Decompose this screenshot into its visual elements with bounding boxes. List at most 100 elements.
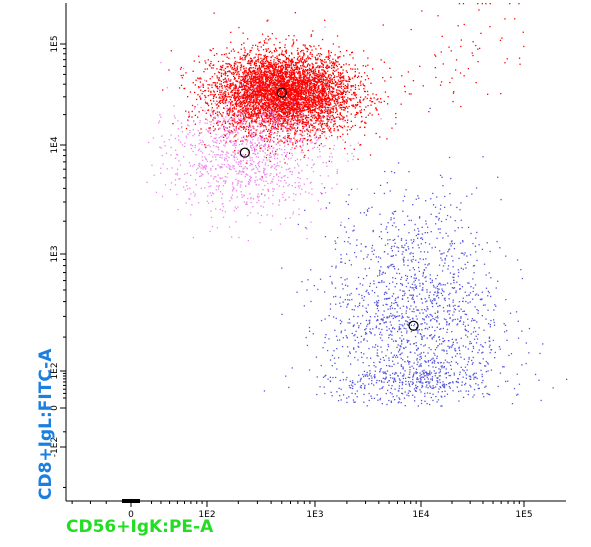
data-point	[261, 102, 264, 104]
data-point	[321, 112, 323, 114]
data-point	[298, 106, 301, 108]
data-point	[257, 45, 259, 48]
data-point	[322, 66, 324, 68]
data-point	[237, 110, 239, 112]
data-point	[290, 52, 293, 54]
data-point	[324, 71, 327, 73]
data-point	[323, 123, 325, 125]
data-point	[262, 95, 264, 97]
data-point	[341, 80, 343, 82]
data-point	[322, 79, 325, 81]
data-point	[323, 93, 325, 95]
data-point	[236, 92, 238, 94]
data-point	[267, 120, 270, 122]
data-point	[297, 119, 299, 121]
data-point	[277, 124, 279, 126]
data-point	[321, 98, 323, 100]
data-point	[338, 46, 340, 48]
data-point	[261, 89, 263, 91]
data-point	[318, 144, 321, 147]
data-point	[231, 130, 233, 133]
data-point	[292, 106, 294, 108]
data-point	[291, 98, 293, 101]
data-point	[245, 67, 247, 69]
data-point	[331, 98, 334, 101]
data-point	[288, 58, 290, 60]
data-point	[343, 101, 345, 103]
data-point	[308, 117, 310, 119]
data-point	[286, 112, 288, 114]
data-point	[216, 77, 218, 79]
data-point	[316, 59, 318, 61]
data-point	[325, 61, 327, 63]
data-point	[288, 86, 290, 88]
data-point	[270, 115, 272, 117]
data-point	[289, 76, 291, 78]
data-point	[340, 66, 343, 69]
data-point	[317, 98, 319, 100]
data-point	[316, 76, 318, 78]
data-point	[227, 78, 230, 80]
data-point	[240, 102, 242, 104]
data-point	[323, 87, 325, 90]
data-point	[331, 65, 333, 67]
data-point	[308, 84, 310, 86]
data-point	[258, 69, 260, 71]
data-point	[315, 48, 317, 50]
data-point	[294, 12, 296, 14]
data-point	[212, 119, 214, 121]
data-point	[235, 69, 237, 72]
data-point	[273, 50, 276, 52]
data-point	[284, 68, 286, 71]
data-point	[349, 78, 351, 80]
data-point	[319, 136, 321, 139]
data-point	[266, 92, 268, 94]
data-point	[321, 88, 323, 90]
data-point	[265, 50, 268, 52]
data-point	[265, 126, 267, 128]
data-point	[278, 65, 280, 67]
data-point	[318, 103, 320, 105]
data-point	[260, 75, 262, 77]
data-point	[333, 76, 336, 78]
data-point	[194, 84, 196, 86]
data-point	[279, 135, 281, 137]
data-point	[247, 114, 249, 116]
data-point	[269, 71, 271, 73]
data-point	[224, 122, 227, 124]
data-point	[339, 112, 341, 114]
data-point	[266, 56, 268, 58]
data-point	[354, 95, 357, 97]
data-point	[310, 95, 312, 97]
data-point	[246, 82, 248, 85]
data-point	[323, 106, 325, 108]
data-point	[286, 63, 288, 65]
data-point	[292, 107, 294, 109]
data-point	[244, 115, 246, 117]
data-point	[281, 124, 283, 126]
data-point	[307, 85, 309, 87]
data-point	[202, 84, 204, 87]
data-point	[304, 93, 306, 96]
data-point	[216, 87, 219, 89]
data-point	[248, 113, 250, 115]
data-point	[268, 51, 270, 53]
data-point	[275, 105, 277, 108]
data-point	[253, 120, 256, 123]
data-point	[213, 12, 215, 14]
data-point	[204, 68, 206, 70]
data-point	[331, 95, 333, 98]
data-point	[339, 86, 341, 88]
data-point	[278, 106, 280, 108]
data-point	[217, 88, 219, 90]
data-point	[290, 110, 292, 112]
data-point	[340, 96, 342, 98]
data-point	[291, 84, 294, 87]
data-point	[309, 97, 312, 99]
data-point	[249, 63, 251, 65]
data-point	[216, 85, 219, 87]
data-point	[219, 121, 221, 123]
data-point	[231, 109, 233, 111]
data-point	[247, 102, 249, 105]
data-point	[250, 89, 253, 91]
